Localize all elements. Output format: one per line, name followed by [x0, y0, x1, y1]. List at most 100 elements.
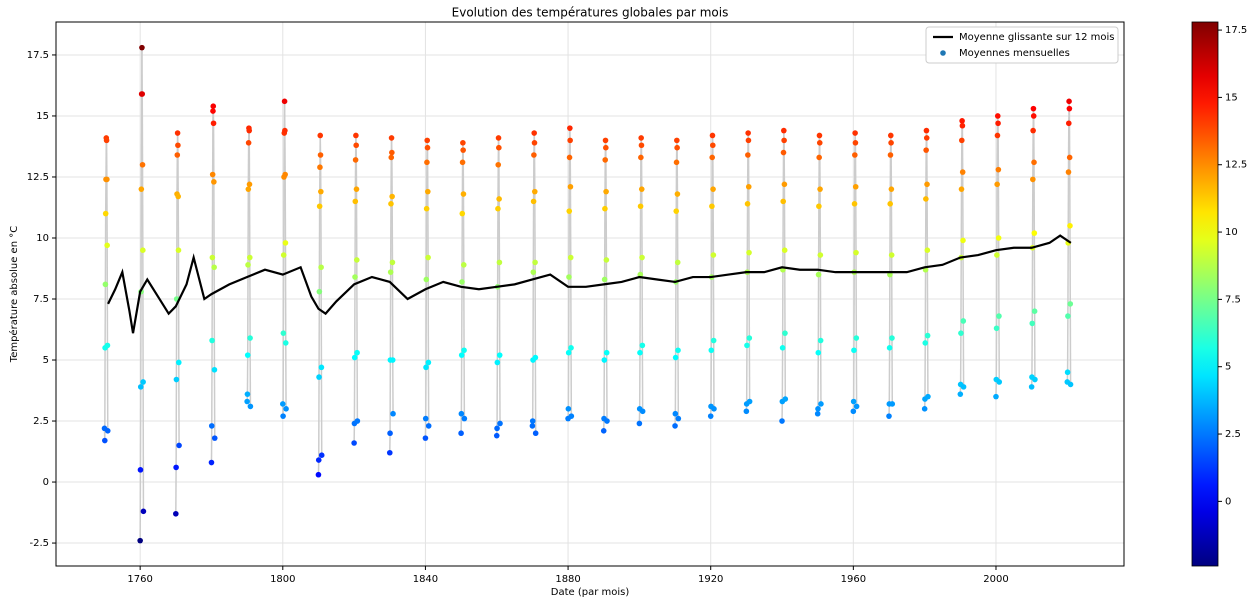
- point: [818, 401, 824, 407]
- point: [886, 413, 892, 419]
- point: [707, 413, 714, 419]
- point: [638, 154, 644, 161]
- point: [636, 420, 643, 427]
- point: [852, 183, 859, 190]
- point: [104, 427, 111, 434]
- point: [495, 135, 502, 141]
- y-tick-label: 5: [43, 355, 49, 366]
- point: [104, 242, 110, 249]
- point: [496, 196, 502, 202]
- point: [387, 269, 394, 275]
- point: [743, 408, 750, 415]
- point: [923, 127, 930, 134]
- point: [352, 198, 359, 205]
- point: [423, 364, 429, 371]
- y-tick-label: 17.5: [27, 50, 49, 61]
- point: [746, 398, 753, 405]
- point: [923, 196, 929, 202]
- point: [1065, 169, 1072, 175]
- point: [781, 127, 787, 134]
- point: [497, 420, 503, 427]
- point: [531, 140, 538, 146]
- point: [458, 352, 465, 358]
- point: [316, 288, 323, 295]
- point: [283, 406, 289, 412]
- point: [886, 345, 893, 351]
- point: [495, 205, 501, 212]
- point: [710, 337, 717, 344]
- point: [638, 135, 644, 141]
- point: [568, 345, 574, 351]
- point: [1030, 176, 1036, 183]
- point: [746, 249, 752, 256]
- point: [175, 359, 182, 366]
- point: [244, 398, 250, 405]
- point: [603, 257, 610, 263]
- point: [817, 337, 824, 344]
- point: [639, 342, 646, 349]
- point: [495, 161, 502, 168]
- point: [957, 391, 964, 397]
- point: [532, 259, 538, 266]
- point: [317, 164, 323, 171]
- point: [816, 203, 822, 210]
- point: [924, 181, 930, 188]
- point: [674, 259, 681, 266]
- point: [1065, 313, 1071, 319]
- y-axis-label: Température absolue en °C: [8, 226, 20, 363]
- point: [459, 159, 466, 166]
- point: [209, 171, 216, 178]
- x-tick-label: 1880: [555, 574, 580, 585]
- point: [247, 403, 254, 410]
- point: [211, 435, 218, 441]
- point: [1031, 308, 1038, 315]
- point: [460, 262, 467, 268]
- point: [140, 379, 146, 385]
- point: [140, 247, 146, 253]
- point: [244, 352, 251, 358]
- colorbar-tick-label: 10: [1225, 227, 1238, 238]
- point: [745, 130, 751, 136]
- point: [352, 274, 358, 280]
- point: [353, 186, 360, 192]
- point: [600, 427, 607, 434]
- point: [388, 201, 394, 207]
- point: [1028, 384, 1035, 390]
- point: [210, 108, 216, 114]
- x-tick-label: 1920: [698, 574, 723, 585]
- point: [710, 186, 716, 192]
- point: [816, 140, 823, 146]
- point: [245, 186, 252, 192]
- point: [530, 269, 537, 275]
- point: [531, 152, 537, 158]
- point: [674, 191, 681, 197]
- point: [173, 510, 179, 517]
- point: [745, 137, 752, 144]
- point: [246, 181, 253, 188]
- point: [994, 132, 1001, 139]
- point: [853, 403, 860, 410]
- point: [994, 181, 1000, 188]
- point: [280, 413, 286, 419]
- point: [173, 464, 179, 471]
- point: [496, 259, 503, 266]
- point: [709, 203, 715, 210]
- point: [425, 188, 431, 195]
- point: [317, 132, 324, 139]
- point: [673, 208, 680, 214]
- point: [1067, 301, 1074, 307]
- point: [354, 349, 360, 356]
- point: [601, 357, 608, 363]
- point: [461, 415, 468, 422]
- point: [815, 406, 821, 412]
- point: [745, 152, 751, 158]
- point: [710, 252, 717, 258]
- point: [280, 252, 287, 258]
- point: [959, 118, 965, 124]
- point: [960, 237, 966, 244]
- point: [1066, 154, 1073, 161]
- point: [387, 430, 393, 437]
- point: [815, 349, 822, 356]
- point: [814, 410, 821, 417]
